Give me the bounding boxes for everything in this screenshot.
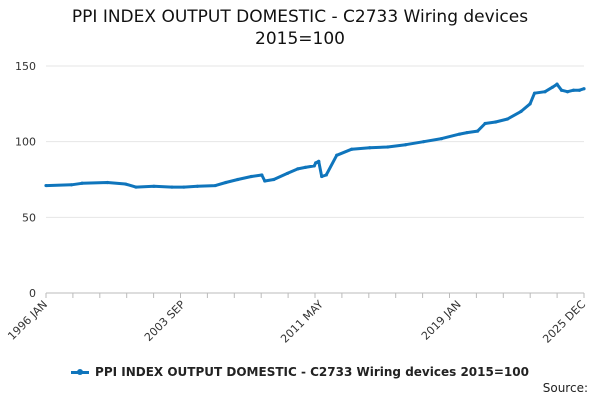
data-point[interactable] (260, 173, 264, 177)
data-point[interactable] (303, 165, 307, 169)
data-point[interactable] (565, 90, 570, 94)
gridlines (46, 65, 584, 294)
x-tick-label: 1996 JAN (5, 298, 50, 343)
data-point[interactable] (335, 153, 339, 157)
x-tick-label: 2011 MAY (278, 298, 326, 346)
data-point[interactable] (519, 109, 523, 113)
legend-swatch (71, 369, 90, 375)
data-point[interactable] (182, 185, 186, 189)
data-point[interactable] (213, 183, 217, 188)
data-point[interactable] (170, 185, 174, 189)
series-line-0[interactable] (45, 82, 585, 189)
data-point[interactable] (195, 184, 199, 188)
x-tick-label: 2003 SEP (142, 298, 188, 344)
chart-title: PPI INDEX OUTPUT DOMESTIC - C2733 Wiring… (0, 6, 600, 50)
data-point[interactable] (44, 183, 48, 188)
data-point[interactable] (368, 146, 372, 150)
legend[interactable]: PPI INDEX OUTPUT DOMESTIC - C2733 Wiring… (0, 365, 600, 379)
data-point[interactable] (312, 164, 316, 168)
chart-title-line-1: PPI INDEX OUTPUT DOMESTIC - C2733 Wiring… (71, 7, 529, 27)
data-point[interactable] (296, 167, 300, 171)
data-point[interactable] (69, 183, 74, 187)
data-point[interactable] (285, 171, 289, 176)
data-point[interactable] (422, 140, 426, 144)
data-point[interactable] (550, 85, 555, 89)
data-point[interactable] (314, 161, 318, 165)
data-point[interactable] (505, 117, 510, 121)
data-point[interactable] (577, 88, 582, 92)
y-tick-label: 150 (15, 60, 36, 73)
y-axis: 0 50 100 150 (15, 60, 36, 300)
data-point[interactable] (123, 182, 128, 186)
data-point[interactable] (532, 91, 537, 95)
data-point[interactable] (350, 147, 354, 151)
data-point[interactable] (249, 174, 253, 179)
data-point[interactable] (236, 177, 240, 182)
y-tick-label: 0 (29, 287, 36, 300)
data-point[interactable] (458, 132, 462, 136)
data-point[interactable] (105, 180, 110, 185)
data-point[interactable] (80, 181, 84, 185)
data-point[interactable] (320, 174, 324, 179)
y-tick-label: 50 (22, 211, 36, 224)
data-point[interactable] (152, 184, 156, 188)
data-point[interactable] (493, 120, 498, 124)
data-point[interactable] (475, 129, 480, 133)
x-axis: 1996 JAN 2003 SEP 2011 MAY 2019 JAN 2025 DEC (5, 293, 588, 346)
data-point[interactable] (224, 180, 228, 185)
x-tick-label: 2019 JAN (419, 298, 464, 343)
source-label: Source: (542, 381, 588, 395)
chart-title-line-2: 2015=100 (255, 29, 345, 49)
data-point[interactable] (559, 88, 564, 92)
data-point[interactable] (543, 90, 547, 94)
data-point[interactable] (571, 88, 576, 92)
legend-label: PPI INDEX OUTPUT DOMESTIC - C2733 Wiring… (95, 365, 529, 379)
data-point[interactable] (386, 145, 390, 149)
data-point[interactable] (555, 82, 559, 86)
data-point[interactable] (317, 159, 321, 163)
data-point[interactable] (404, 143, 408, 147)
data-point[interactable] (272, 177, 276, 182)
data-point[interactable] (528, 102, 532, 106)
series-group (44, 82, 586, 189)
data-point[interactable] (483, 121, 487, 126)
y-tick-label: 100 (15, 136, 36, 149)
data-point[interactable] (134, 185, 138, 189)
data-point[interactable] (440, 137, 444, 141)
data-point[interactable] (465, 130, 469, 135)
x-tick-label: 2025 DEC (540, 298, 588, 346)
data-point[interactable] (582, 87, 586, 91)
data-point[interactable] (263, 179, 267, 183)
data-point[interactable] (324, 173, 328, 177)
